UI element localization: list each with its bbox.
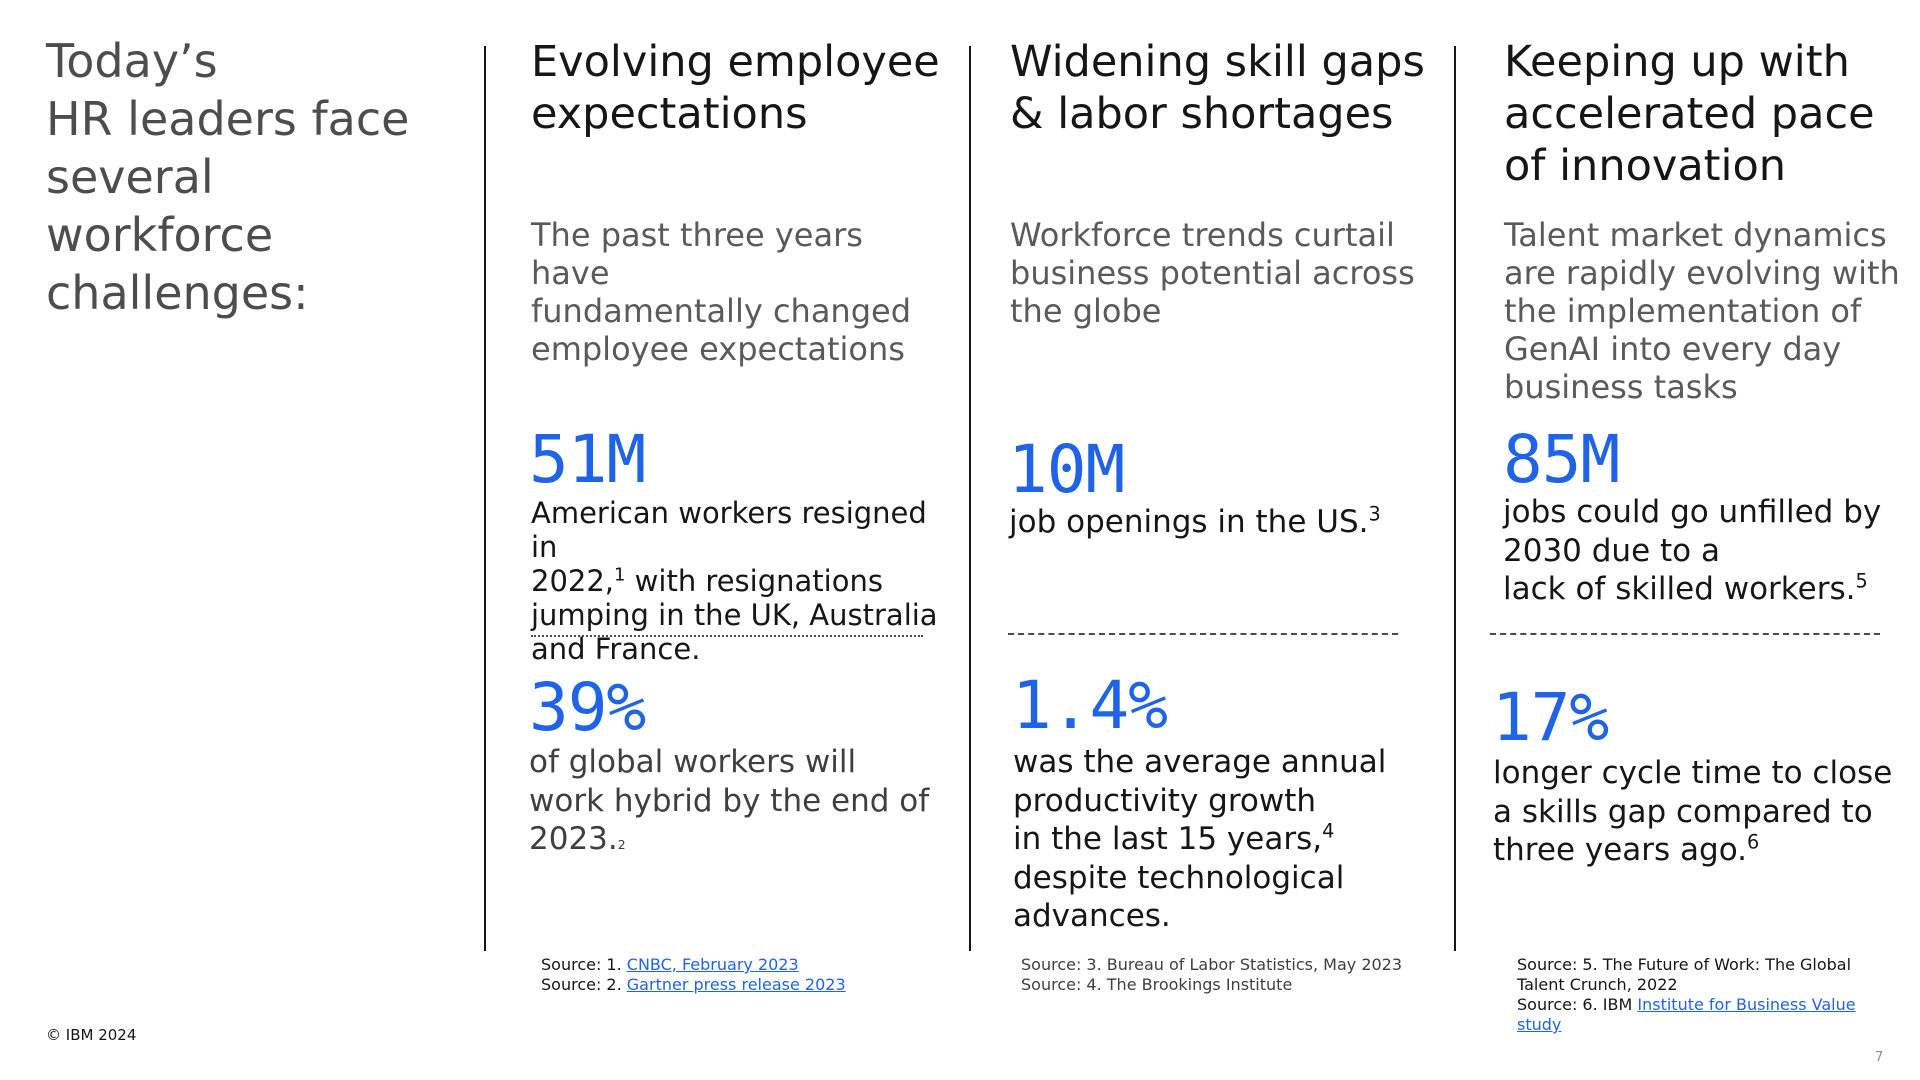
source-line: Source: 2. Gartner press release 2023 xyxy=(541,975,846,994)
page-number: 7 xyxy=(1875,1050,1884,1065)
source-link[interactable]: Gartner press release 2023 xyxy=(626,975,846,994)
source-line: Source: 3. Bureau of Labor Statistics, M… xyxy=(1021,955,1403,974)
column-heading: Widening skill gaps & labor shortages xyxy=(1010,37,1425,139)
stat-value: 39% xyxy=(529,669,646,746)
source-line: Source: 5. The Future of Work: The Globa… xyxy=(1517,955,1852,994)
stat-description: of global workers will work hybrid by th… xyxy=(529,744,930,857)
footnote-marker: 1 xyxy=(614,564,626,586)
stat-value: 10M xyxy=(1008,431,1125,508)
column-divider xyxy=(969,46,971,951)
column-heading: Evolving employee expectations xyxy=(531,37,940,139)
source-list: Source: 1. CNBC, February 2023 Source: 2… xyxy=(541,955,941,995)
source-link[interactable]: Institute for Business Value study xyxy=(1517,995,1856,1034)
footnote-marker: 5 xyxy=(1855,569,1868,593)
column-divider xyxy=(484,46,486,951)
copyright: © IBM 2024 xyxy=(46,1026,137,1044)
source-line: Source: 6. IBM Institute for Business Va… xyxy=(1517,995,1856,1034)
column-subheading: The past three years have fundamentally … xyxy=(531,216,912,368)
source-list: Source: 5. The Future of Work: The Globa… xyxy=(1517,955,1882,1035)
stat-description: jobs could go unfilled by 2030 due to a … xyxy=(1503,494,1882,607)
column-subheading: Workforce trends curtail business potent… xyxy=(1010,216,1415,330)
stat-description: American workers resigned in 2022,1 with… xyxy=(531,496,938,666)
stat-description: job openings in the US.3 xyxy=(1009,502,1381,540)
column-divider xyxy=(1454,46,1456,951)
stat-separator xyxy=(1490,633,1880,635)
stat-separator xyxy=(531,635,923,637)
stat-value: 85M xyxy=(1503,421,1620,498)
stat-description: longer cycle time to close a skills gap … xyxy=(1493,755,1893,868)
footnote-marker: 6 xyxy=(1746,830,1760,854)
footnote-marker: 3 xyxy=(1368,502,1381,526)
source-link[interactable]: CNBC, February 2023 xyxy=(626,955,799,974)
footnote-marker: 2 xyxy=(617,837,626,852)
column-heading: Keeping up with accelerated pace of inno… xyxy=(1504,37,1875,191)
source-list: Source: 3. Bureau of Labor Statistics, M… xyxy=(1021,955,1441,995)
stat-value: 1.4% xyxy=(1012,667,1168,744)
stat-description: was the average annual productivity grow… xyxy=(1013,744,1387,934)
stat-separator xyxy=(1008,633,1398,635)
stat-value: 51M xyxy=(529,421,646,498)
page-title: Today’s HR leaders face several workforc… xyxy=(46,34,410,320)
stat-value: 17% xyxy=(1492,679,1609,756)
column-subheading: Talent market dynamics are rapidly evolv… xyxy=(1504,216,1900,406)
footnote-marker: 4 xyxy=(1322,819,1335,843)
source-line: Source: 1. CNBC, February 2023 xyxy=(541,955,799,974)
source-line: Source: 4. The Brookings Institute xyxy=(1021,975,1293,994)
